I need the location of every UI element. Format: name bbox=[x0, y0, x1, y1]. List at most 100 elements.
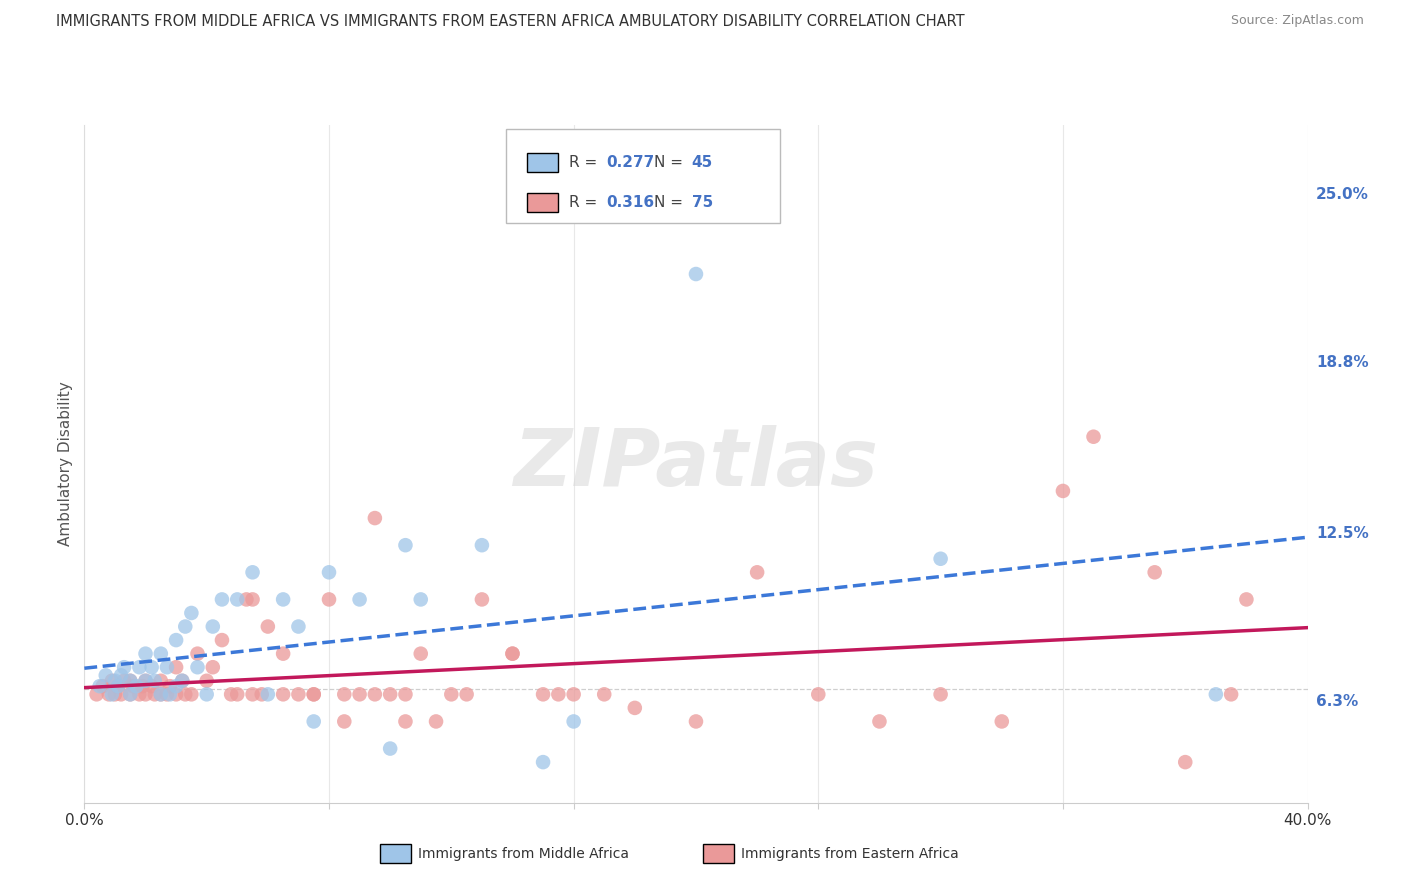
Point bbox=[318, 566, 340, 580]
Point bbox=[1174, 755, 1197, 769]
Point bbox=[135, 673, 157, 688]
Point bbox=[302, 687, 325, 701]
Point bbox=[97, 687, 120, 701]
Point bbox=[149, 687, 172, 701]
Point bbox=[135, 647, 157, 661]
Point bbox=[110, 668, 132, 682]
Point bbox=[143, 673, 166, 688]
Point bbox=[1220, 687, 1243, 701]
Point bbox=[287, 687, 309, 701]
Point bbox=[110, 687, 132, 701]
Point bbox=[149, 687, 172, 701]
Point bbox=[186, 660, 208, 674]
Point bbox=[271, 592, 294, 607]
Point bbox=[562, 714, 585, 729]
Point bbox=[131, 679, 153, 693]
Point bbox=[94, 668, 117, 682]
Point bbox=[107, 679, 129, 693]
Point bbox=[226, 687, 249, 701]
Point bbox=[195, 687, 218, 701]
Point bbox=[149, 647, 172, 661]
Point bbox=[120, 673, 142, 688]
Text: R =: R = bbox=[569, 195, 603, 210]
Point bbox=[257, 687, 280, 701]
Point bbox=[271, 687, 294, 701]
Point bbox=[112, 673, 135, 688]
Point bbox=[1205, 687, 1227, 701]
Point bbox=[409, 647, 432, 661]
Point bbox=[531, 687, 554, 701]
Point bbox=[159, 679, 181, 693]
Point bbox=[135, 673, 157, 688]
Point bbox=[180, 687, 202, 701]
Point bbox=[409, 592, 432, 607]
Point bbox=[349, 687, 371, 701]
Point bbox=[135, 687, 157, 701]
Point bbox=[394, 714, 416, 729]
Point bbox=[89, 679, 111, 693]
Point bbox=[380, 741, 402, 756]
Point bbox=[235, 592, 257, 607]
Point bbox=[471, 538, 494, 552]
Text: Source: ZipAtlas.com: Source: ZipAtlas.com bbox=[1230, 14, 1364, 28]
Point bbox=[180, 606, 202, 620]
Point bbox=[1236, 592, 1258, 607]
Point bbox=[302, 687, 325, 701]
Point bbox=[425, 714, 447, 729]
Text: ZIPatlas: ZIPatlas bbox=[513, 425, 879, 503]
Point bbox=[318, 592, 340, 607]
Point bbox=[456, 687, 478, 701]
Point bbox=[364, 687, 387, 701]
Point bbox=[211, 592, 233, 607]
Point bbox=[125, 679, 148, 693]
Point bbox=[226, 592, 249, 607]
Point bbox=[165, 679, 187, 693]
Point bbox=[195, 673, 218, 688]
Point bbox=[120, 687, 142, 701]
Point bbox=[107, 679, 129, 693]
Point bbox=[287, 619, 309, 633]
Text: IMMIGRANTS FROM MIDDLE AFRICA VS IMMIGRANTS FROM EASTERN AFRICA AMBULATORY DISAB: IMMIGRANTS FROM MIDDLE AFRICA VS IMMIGRA… bbox=[56, 14, 965, 29]
Point bbox=[333, 687, 356, 701]
Point bbox=[112, 660, 135, 674]
Point bbox=[502, 647, 524, 661]
Point bbox=[143, 687, 166, 701]
Point bbox=[250, 687, 273, 701]
Point bbox=[141, 679, 163, 693]
Point bbox=[333, 714, 356, 729]
Point bbox=[172, 673, 194, 688]
Point bbox=[91, 679, 114, 693]
Point bbox=[128, 687, 150, 701]
Point bbox=[120, 673, 142, 688]
Point bbox=[186, 647, 208, 661]
Point bbox=[593, 687, 616, 701]
Point bbox=[1083, 430, 1105, 444]
Point bbox=[929, 687, 952, 701]
Point bbox=[394, 687, 416, 701]
Point bbox=[502, 647, 524, 661]
Point bbox=[471, 592, 494, 607]
Text: Immigrants from Middle Africa: Immigrants from Middle Africa bbox=[418, 847, 628, 861]
Text: 0.277: 0.277 bbox=[606, 155, 654, 169]
Point bbox=[101, 673, 124, 688]
Point bbox=[174, 687, 197, 701]
Point bbox=[165, 633, 187, 648]
Point bbox=[531, 755, 554, 769]
Point bbox=[685, 267, 707, 281]
Point bbox=[380, 687, 402, 701]
Point bbox=[1143, 566, 1166, 580]
Text: 0.316: 0.316 bbox=[606, 195, 654, 210]
Text: 75: 75 bbox=[692, 195, 713, 210]
Point bbox=[271, 647, 294, 661]
Point bbox=[929, 551, 952, 566]
Point bbox=[165, 660, 187, 674]
Text: R =: R = bbox=[569, 155, 603, 169]
Point bbox=[156, 660, 179, 674]
Point bbox=[242, 566, 264, 580]
Point bbox=[104, 687, 127, 701]
Point bbox=[101, 687, 124, 701]
Point bbox=[201, 660, 224, 674]
Point bbox=[172, 673, 194, 688]
Point bbox=[547, 687, 569, 701]
Point bbox=[156, 687, 179, 701]
